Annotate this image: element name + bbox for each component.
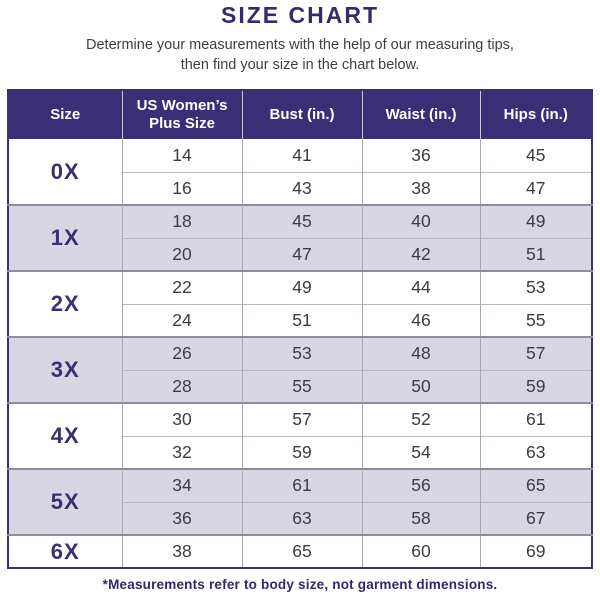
measurement-cell: 16 — [121, 171, 242, 205]
measurement-cell: 51 — [479, 237, 592, 271]
measurement-cell: 30 — [121, 402, 242, 436]
table-row: 28 55 50 59 — [8, 369, 592, 403]
measurement-cell: 26 — [121, 336, 242, 370]
table-row: 32 59 54 63 — [8, 435, 592, 469]
measurement-cell: 69 — [479, 534, 592, 568]
measurement-cell: 45 — [479, 139, 592, 172]
table-row: 3X 26 53 48 57 — [8, 336, 592, 403]
measurement-cell: 49 — [241, 270, 362, 304]
measurement-cell: 40 — [361, 204, 480, 238]
measurement-cell: 54 — [361, 435, 480, 469]
measurement-cell: 20 — [121, 237, 242, 271]
measurement-cell: 24 — [121, 303, 242, 337]
measurement-cell: 51 — [241, 303, 362, 337]
measurement-cell: 61 — [241, 468, 362, 502]
header-cell-size: Size — [8, 90, 122, 139]
header-cell-waist: Waist (in.) — [361, 90, 480, 139]
measurement-cell: 47 — [241, 237, 362, 271]
measurement-cell: 60 — [361, 534, 480, 568]
measurement-cell: 32 — [121, 435, 242, 469]
measurement-cell: 48 — [361, 336, 480, 370]
measurement-cell: 14 — [121, 139, 242, 172]
measurement-cell: 63 — [479, 435, 592, 469]
measurement-cell: 47 — [479, 171, 592, 205]
measurement-cell: 67 — [479, 501, 592, 535]
measurement-cell: 28 — [121, 369, 242, 403]
table-row: 4X 30 57 52 61 — [8, 402, 592, 469]
table-body: 0X 14 41 36 45 16 43 38 47 1X 18 45 40 4… — [8, 139, 592, 568]
measurements-footnote: *Measurements refer to body size, not ga… — [102, 577, 498, 592]
size-cell-3x: 3X — [8, 336, 122, 403]
measurement-cell: 22 — [121, 270, 242, 304]
page-title: SIZE CHART — [221, 2, 379, 28]
measurement-cell: 52 — [361, 402, 480, 436]
table-row: 24 51 46 55 — [8, 303, 592, 337]
measurement-cell: 65 — [241, 534, 362, 568]
header-cell-bust: Bust (in.) — [241, 90, 362, 139]
measurement-cell: 42 — [361, 237, 480, 271]
measurement-cell: 55 — [241, 369, 362, 403]
measurement-cell: 49 — [479, 204, 592, 238]
size-cell-5x: 5X — [8, 468, 122, 535]
table-row: 0X 14 41 36 45 — [8, 139, 592, 205]
measurement-cell: 50 — [361, 369, 480, 403]
measurement-cell: 36 — [121, 501, 242, 535]
measurement-cell: 18 — [121, 204, 242, 238]
subtitle-line-2: then find your size in the chart below. — [180, 57, 420, 73]
measurement-cell: 44 — [361, 270, 480, 304]
measurement-cell: 45 — [241, 204, 362, 238]
size-cell-4x: 4X — [8, 402, 122, 469]
measurement-cell: 36 — [361, 139, 480, 172]
measurement-cell: 46 — [361, 303, 480, 337]
measurement-cell: 59 — [241, 435, 362, 469]
measurement-cell: 34 — [121, 468, 242, 502]
table-row: 1X 18 45 40 49 — [8, 204, 592, 271]
header-cell-plus-size: US Women’s Plus Size — [121, 90, 242, 139]
measurement-cell: 56 — [361, 468, 480, 502]
measurement-cell: 63 — [241, 501, 362, 535]
header-row: Size US Women’s Plus Size Bust (in.) Wai… — [8, 90, 592, 139]
table-row: 36 63 58 67 — [8, 501, 592, 535]
measurement-cell: 38 — [361, 171, 480, 205]
table-row: 2X 22 49 44 53 — [8, 270, 592, 337]
table-row: 16 43 38 47 — [8, 171, 592, 205]
size-cell-1x: 1X — [8, 204, 122, 271]
measurement-cell: 53 — [479, 270, 592, 304]
measurement-cell: 57 — [241, 402, 362, 436]
page-subtitle: Determine your measurements with the hel… — [0, 35, 600, 75]
table-header: Size US Women’s Plus Size Bust (in.) Wai… — [8, 90, 592, 139]
measurement-cell: 41 — [241, 139, 362, 172]
size-chart-table: Size US Women’s Plus Size Bust (in.) Wai… — [7, 89, 593, 569]
measurement-cell: 65 — [479, 468, 592, 502]
measurement-cell: 61 — [479, 402, 592, 436]
measurement-cell: 53 — [241, 336, 362, 370]
measurement-cell: 57 — [479, 336, 592, 370]
measurement-cell: 55 — [479, 303, 592, 337]
size-cell-0x: 0X — [8, 139, 122, 205]
table-row: 6X 38 65 60 69 — [8, 534, 592, 568]
size-cell-6x: 6X — [8, 534, 122, 568]
table-row: 5X 34 61 56 65 — [8, 468, 592, 535]
measurement-cell: 43 — [241, 171, 362, 205]
measurement-cell: 38 — [121, 534, 242, 568]
subtitle-line-1: Determine your measurements with the hel… — [86, 37, 514, 53]
measurement-cell: 59 — [479, 369, 592, 403]
size-cell-2x: 2X — [8, 270, 122, 337]
header-cell-hips: Hips (in.) — [479, 90, 592, 139]
table-row: 20 47 42 51 — [8, 237, 592, 271]
measurement-cell: 58 — [361, 501, 480, 535]
